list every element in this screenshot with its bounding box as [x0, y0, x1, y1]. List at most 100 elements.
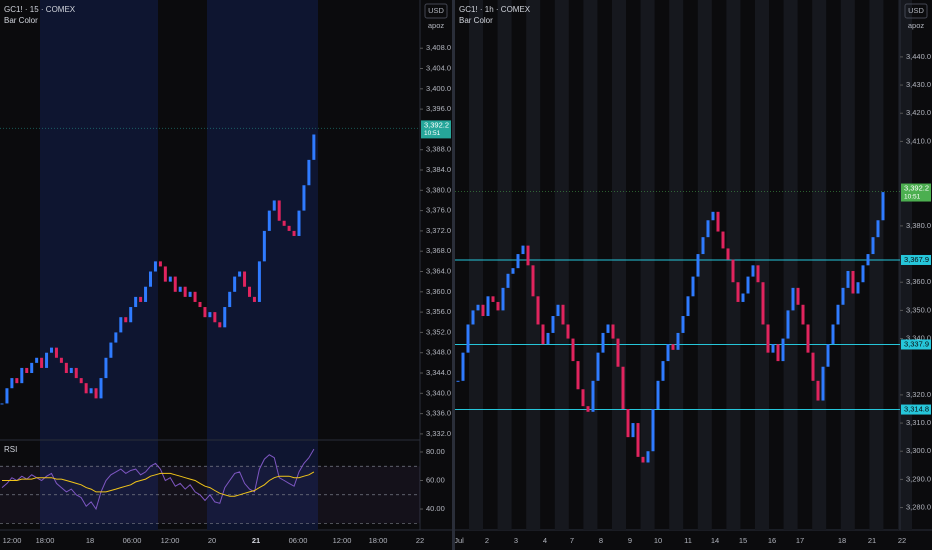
session-stripe — [869, 0, 884, 530]
candle — [806, 324, 810, 353]
candle — [193, 291, 197, 302]
candle — [636, 423, 640, 457]
candle — [287, 225, 291, 231]
candle — [267, 210, 271, 231]
candle — [45, 352, 49, 368]
candle — [168, 276, 172, 282]
pane-divider — [452, 0, 455, 550]
candle — [84, 383, 88, 394]
candle — [501, 287, 505, 311]
candle — [25, 367, 29, 374]
candle — [69, 367, 73, 374]
candle — [701, 237, 705, 255]
candle — [876, 220, 880, 238]
y-tick-label: 3,364.0 — [426, 266, 451, 275]
candle — [526, 245, 530, 266]
candle — [124, 317, 128, 323]
y-tick-label: 3,350.0 — [906, 305, 931, 314]
pane-subtitle: Bar Color — [459, 16, 493, 25]
x-tick-label: 14 — [711, 536, 719, 545]
candle — [223, 307, 227, 328]
session-stripe — [755, 0, 769, 530]
candle — [531, 265, 535, 297]
candle — [35, 357, 39, 363]
candle — [506, 273, 510, 288]
candle — [641, 456, 645, 463]
y-tick-label: 3,320.0 — [906, 390, 931, 399]
candle — [706, 220, 710, 238]
x-tick-label: 15 — [739, 536, 747, 545]
candle — [576, 361, 580, 390]
candle — [871, 237, 875, 255]
candle — [766, 324, 770, 353]
y-tick-label: 3,388.0 — [426, 145, 451, 154]
y-tick-label: 3,332.0 — [426, 429, 451, 438]
candle — [631, 423, 635, 438]
candle — [5, 388, 9, 404]
level-label: 3,337.9 — [904, 339, 929, 348]
x-tick-label: 16 — [768, 536, 776, 545]
candle — [10, 378, 14, 389]
candle — [516, 254, 520, 269]
y-tick-label: 40.00 — [426, 504, 445, 513]
candle — [94, 388, 98, 399]
candle — [796, 287, 800, 305]
candle — [153, 261, 157, 272]
session-stripe — [526, 0, 541, 530]
candle — [272, 200, 276, 211]
candle — [481, 304, 485, 317]
last-price-tag — [421, 120, 451, 139]
session-stripe — [640, 0, 655, 530]
candle — [307, 159, 311, 186]
level-tag — [901, 254, 931, 265]
last-price-label: 3,392.2 — [424, 120, 449, 129]
session-stripe — [898, 0, 912, 530]
y-tick-label: 3,384.0 — [426, 165, 451, 174]
level-label: 3,367.9 — [904, 255, 929, 264]
x-tick-label: 06:00 — [123, 536, 142, 545]
x-tick-label: 2 — [485, 536, 489, 545]
y-tick-label: 3,380.0 — [426, 185, 451, 194]
candle — [74, 367, 78, 379]
candle — [846, 270, 850, 288]
candle — [218, 322, 222, 328]
candle — [751, 265, 755, 277]
time-axis: 12:00 18:00 18 06:00 12:00 20 21 06:00 12:00 18:0… — [3, 536, 425, 545]
y-tick-label: 3,420.0 — [906, 108, 931, 117]
currency-box — [904, 3, 928, 19]
candle — [0, 403, 4, 405]
candle — [621, 366, 625, 409]
candle — [696, 254, 700, 277]
candle — [881, 192, 885, 221]
y-tick-label: 3,310.0 — [906, 418, 931, 427]
candle — [109, 342, 113, 358]
candle — [163, 266, 167, 282]
candle — [79, 378, 83, 384]
candle — [616, 338, 620, 367]
candle — [851, 270, 855, 294]
candle — [252, 296, 256, 302]
x-tick-label: 8 — [599, 536, 603, 545]
candle — [511, 268, 515, 274]
x-tick-label: 18:00 — [36, 536, 55, 545]
candle — [866, 254, 870, 266]
candle — [821, 366, 825, 401]
candle — [64, 362, 68, 374]
last-price-tag — [901, 183, 931, 202]
candle — [198, 301, 202, 308]
candle — [521, 245, 525, 255]
candle — [711, 211, 715, 221]
candle — [297, 210, 301, 236]
candle — [606, 324, 610, 333]
session-stripe — [840, 0, 855, 530]
candle — [586, 406, 590, 412]
candle — [756, 265, 760, 283]
session-stripe — [697, 0, 712, 530]
candle — [581, 389, 585, 407]
y-tick-label: 3,356.0 — [426, 307, 451, 316]
candle — [791, 287, 795, 311]
candle — [566, 324, 570, 339]
session-band — [40, 0, 158, 530]
session-stripe — [783, 0, 798, 530]
